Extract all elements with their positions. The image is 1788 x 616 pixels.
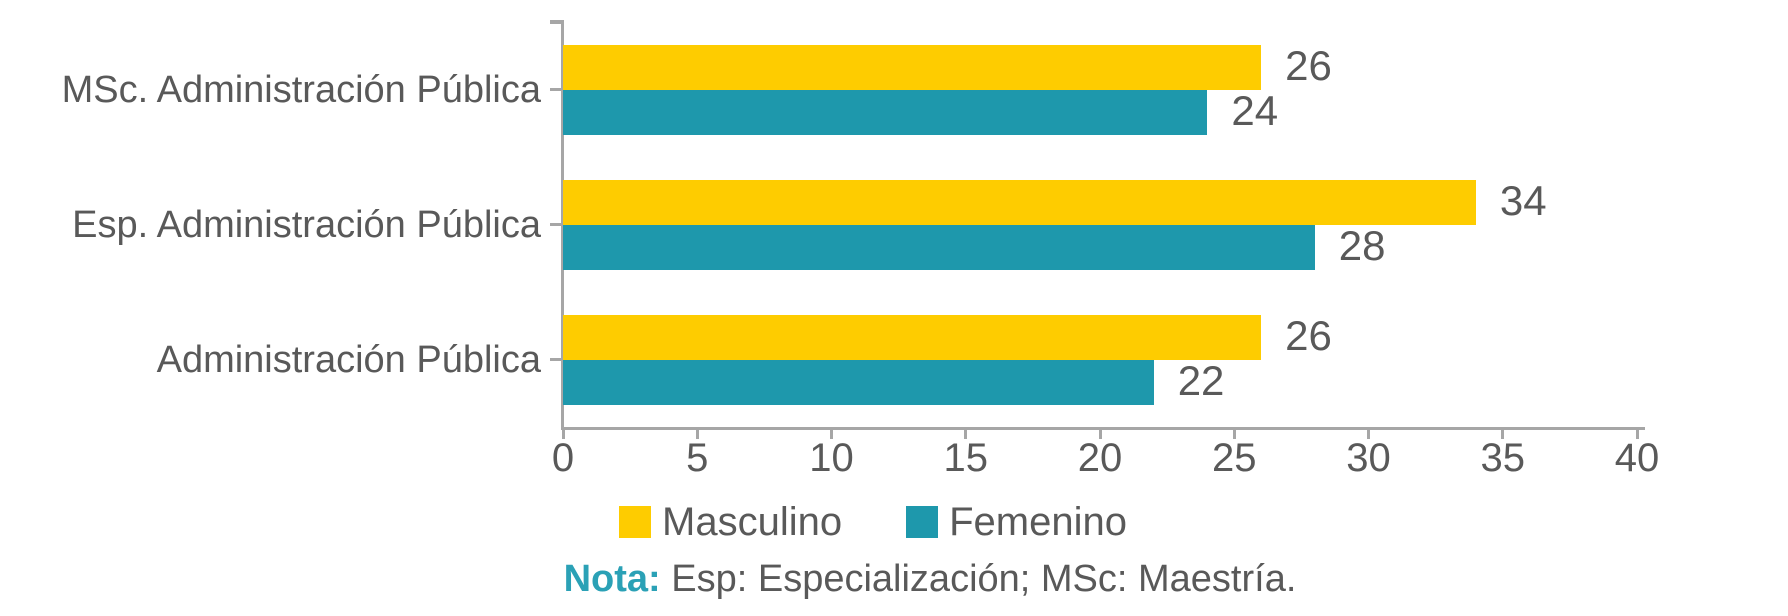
x-axis-tick xyxy=(1367,429,1370,439)
x-tick-label: 10 xyxy=(809,436,854,480)
y-axis-tick xyxy=(550,88,563,91)
x-axis-tick xyxy=(695,429,699,439)
x-axis-tick xyxy=(1098,429,1102,439)
category-label: Administración Pública xyxy=(156,338,541,381)
bar-value-label: 28 xyxy=(1338,222,1386,270)
x-tick-label: 20 xyxy=(1077,436,1123,480)
chart-note: Nota: Esp: Especialización; MSc: Maestrí… xyxy=(36,558,1788,601)
category-label: Esp. Administración Pública xyxy=(72,203,541,246)
x-tick-label: 15 xyxy=(943,436,989,480)
x-tick-label: 0 xyxy=(551,436,575,480)
note-label: Nota: xyxy=(563,558,661,600)
legend-swatch-femenino xyxy=(906,506,939,538)
x-tick-label: 35 xyxy=(1480,436,1526,480)
note-text: Esp: Especialización; MSc: Maestría. xyxy=(671,558,1297,600)
x-axis-tick xyxy=(964,429,968,439)
bar-value-label: 26 xyxy=(1285,42,1332,90)
y-axis-tick xyxy=(550,223,563,226)
bar-femenino-msc-administracio-n-pu-blica xyxy=(563,89,1208,135)
x-tick-label: 5 xyxy=(686,436,709,480)
x-axis-tick xyxy=(1501,429,1505,439)
x-tick-label: 30 xyxy=(1346,436,1391,480)
category-label: MSc. Administración Pública xyxy=(61,68,541,111)
bar-masculino-administracio-n-pu-blica xyxy=(563,314,1262,360)
legend-swatch-masculino xyxy=(619,506,652,538)
x-axis-line xyxy=(561,427,1645,430)
bar-value-label: 22 xyxy=(1177,357,1225,405)
x-axis-tick xyxy=(561,429,565,439)
legend: Masculino Femenino xyxy=(0,500,1767,545)
legend-item-femenino: Femenino xyxy=(906,500,1127,545)
bar-masculino-msc-administracio-n-pu-blica xyxy=(563,44,1262,90)
bar-masculino-esp-administracio-n-pu-blica xyxy=(563,179,1476,225)
bar-value-label: 34 xyxy=(1499,177,1547,225)
x-tick-label: 40 xyxy=(1614,436,1660,480)
legend-label: Masculino xyxy=(662,499,843,544)
x-axis-tick xyxy=(1635,429,1639,439)
x-axis-tick xyxy=(1232,429,1236,439)
bar-value-label: 24 xyxy=(1231,87,1279,135)
y-axis-top-cap xyxy=(550,20,563,24)
x-axis-tick xyxy=(830,429,833,439)
bar-value-label: 26 xyxy=(1285,312,1332,360)
x-tick-label: 25 xyxy=(1212,436,1257,480)
legend-item-masculino: Masculino xyxy=(619,500,842,545)
legend-label: Femenino xyxy=(949,499,1127,544)
bar-femenino-administracio-n-pu-blica xyxy=(563,359,1154,405)
bar-femenino-esp-administracio-n-pu-blica xyxy=(563,224,1315,270)
y-axis-tick xyxy=(550,358,563,361)
